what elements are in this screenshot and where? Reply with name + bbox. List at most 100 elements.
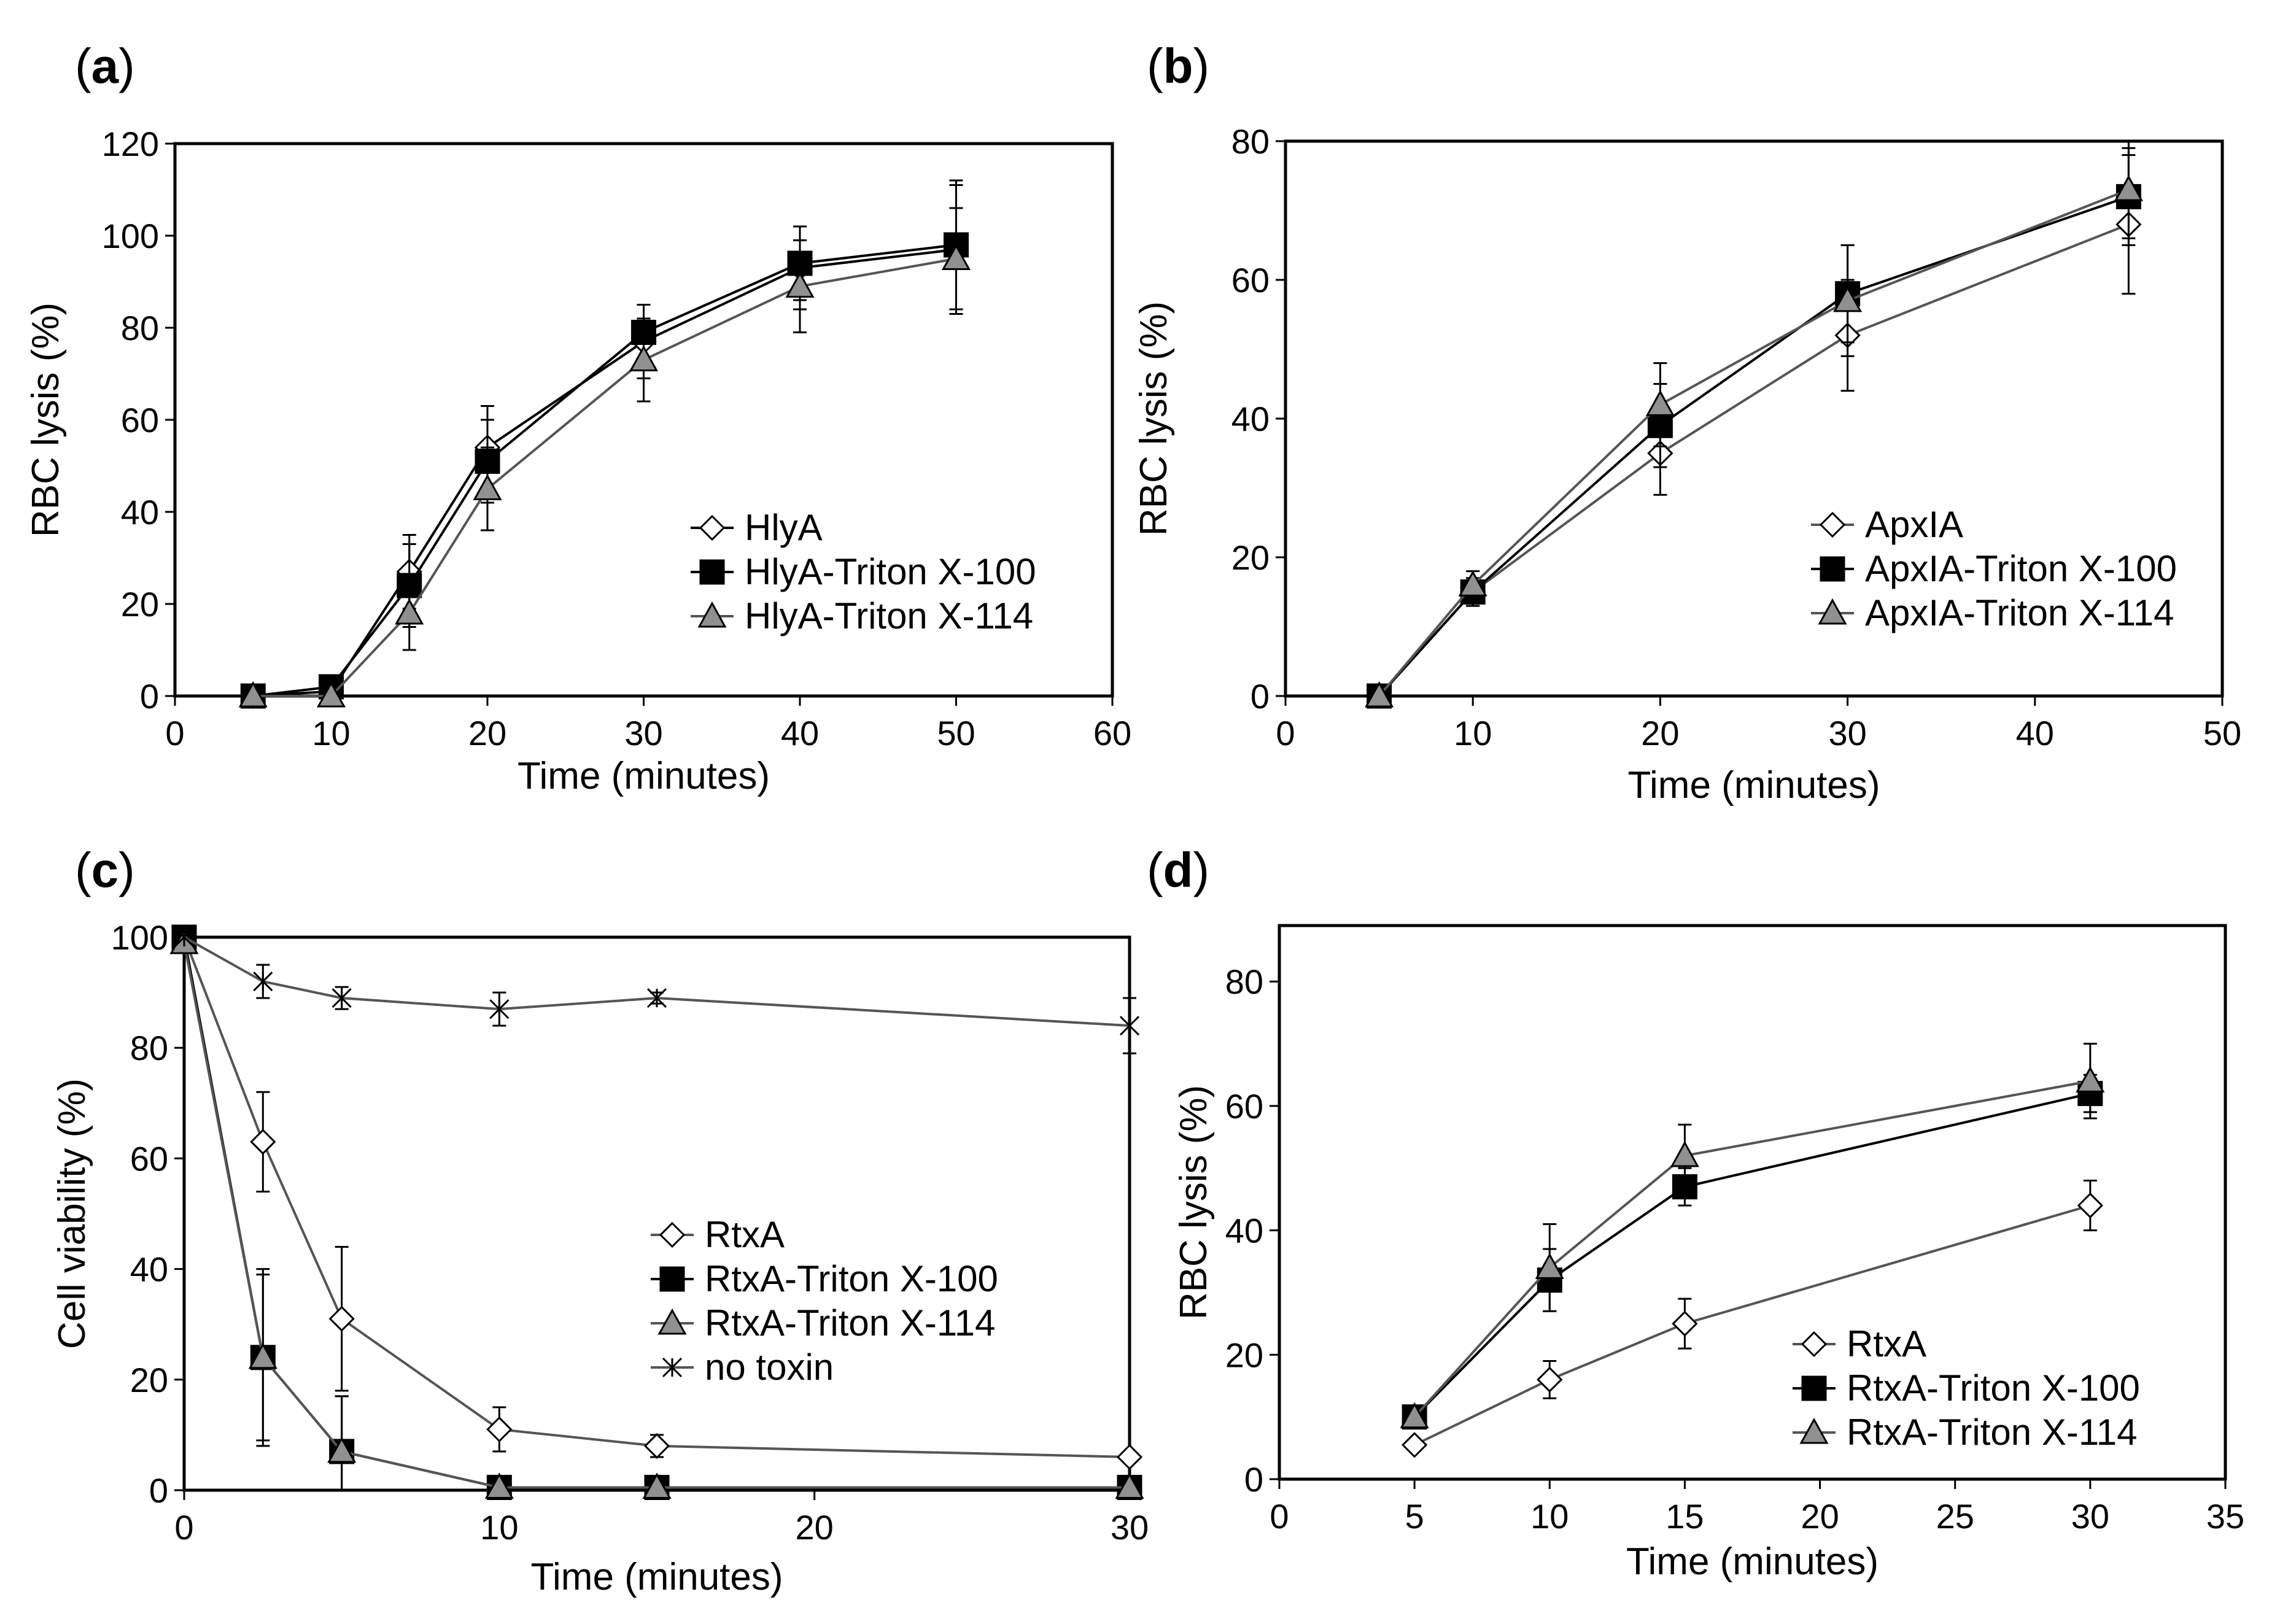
y-tick-label: 120: [102, 125, 159, 163]
x-tick-label: 0: [165, 714, 184, 752]
series-line: [183, 937, 1130, 1458]
y-axis-title: RBC lysis (%): [1133, 301, 1175, 536]
legend-label: no toxin: [705, 1347, 834, 1388]
data-point-diamond: [1116, 1444, 1143, 1471]
x-tick-label: 30: [624, 714, 662, 752]
data-point-triangle: [1115, 1472, 1144, 1499]
y-tick-label: 40: [121, 493, 159, 532]
x-tick-label: 10: [1530, 1497, 1568, 1536]
data-point-diamond: [328, 1305, 355, 1332]
y-axis-title: RBC lysis (%): [1173, 1085, 1215, 1320]
series-hlya-triton-x-114: [238, 207, 971, 708]
x-tick-label: 15: [1665, 1497, 1704, 1536]
panel-label: (d): [1147, 843, 1209, 897]
legend-marker-triangle: [697, 601, 727, 628]
data-point-triangle: [473, 474, 502, 500]
data-point-triangle: [1670, 1140, 1699, 1167]
x-tick-label: 30: [1828, 714, 1866, 752]
x-tick-label: 50: [937, 714, 975, 752]
legend-marker-diamond: [1801, 1331, 1828, 1358]
x-tick-label: 0: [1276, 714, 1295, 752]
data-point-triangle: [1365, 681, 1394, 708]
x-tick-label: 5: [1405, 1497, 1424, 1536]
series-rtxa-triton-x-100: [171, 924, 1142, 1500]
legend-label: RtxA-Triton X-114: [705, 1302, 995, 1344]
y-tick-label: 40: [1225, 1212, 1263, 1250]
data-point-triangle: [238, 681, 268, 708]
y-tick-label: 80: [1231, 122, 1270, 161]
legend-marker-square: [659, 1266, 685, 1292]
data-point-triangle: [1645, 390, 1675, 416]
data-point-triangle: [2076, 1066, 2105, 1092]
legend-label: RtxA: [705, 1214, 785, 1255]
data-point-star: [646, 988, 667, 1008]
data-point-triangle: [395, 598, 424, 625]
data-point-triangle: [316, 681, 346, 708]
x-tick-label: 20: [1801, 1497, 1839, 1536]
y-tick-label: 0: [1251, 677, 1270, 716]
legend-marker-diamond: [659, 1221, 686, 1248]
legend-marker-triangle: [1799, 1417, 1829, 1444]
y-tick-label: 40: [1231, 400, 1270, 438]
data-point-triangle: [1833, 285, 1863, 312]
data-point-diamond: [1672, 1310, 1698, 1337]
data-point-diamond: [486, 1416, 513, 1443]
data-point-star: [1119, 1016, 1140, 1036]
legend-label: RtxA: [1847, 1323, 1926, 1364]
y-tick-label: 60: [1225, 1087, 1263, 1126]
y-tick-label: 60: [1231, 261, 1270, 300]
legend-label: ApxIA-Triton X-114: [1865, 592, 2174, 633]
x-axis-title: Time (minutes): [518, 755, 770, 797]
legend-label: ApxIA: [1865, 504, 1963, 545]
y-tick-label: 80: [1225, 962, 1263, 1001]
legend-label: HlyA: [745, 507, 823, 548]
data-point-star: [332, 988, 352, 1008]
x-axis-title: Time (minutes): [1627, 764, 1880, 806]
legend-marker-diamond: [1819, 511, 1846, 538]
x-tick-label: 10: [1454, 714, 1492, 752]
y-tick-label: 20: [121, 585, 159, 624]
data-point-triangle: [327, 1436, 357, 1463]
data-point-triangle: [484, 1472, 514, 1499]
x-tick-label: 20: [796, 1508, 834, 1547]
x-tick-label: 25: [1936, 1497, 1974, 1536]
panel-c: (c) 0 10 20 30 0 20 40 60 80 100 Time (minutes) Cell…: [51, 843, 1149, 1598]
series-line: [1413, 1080, 2091, 1418]
series-rtxa-triton-x-114: [169, 927, 1144, 1499]
data-point-star: [489, 999, 510, 1019]
series-line: [183, 942, 1130, 1489]
legend-marker-triangle: [657, 1308, 687, 1335]
series-apxia-triton-x-114: [1365, 140, 2143, 708]
y-tick-label: 20: [130, 1361, 168, 1399]
legend-label: RtxA-Triton X-114: [1847, 1412, 2137, 1453]
x-tick-label: 60: [1093, 714, 1131, 752]
series-rtxa: [1402, 1180, 2103, 1458]
panel-d: (d) 0 5 10 15 20 25 30 35 0 20 40 60 80 Time (minutes)…: [1147, 843, 2244, 1583]
y-tick-label: 60: [130, 1139, 168, 1178]
data-point-triangle: [642, 1472, 672, 1499]
y-tick-label: 40: [130, 1250, 168, 1289]
y-tick-label: 100: [102, 217, 159, 255]
y-tick-label: 100: [111, 918, 168, 957]
series-no-toxin: [174, 927, 1140, 1054]
legend-marker-diamond: [699, 514, 726, 541]
y-tick-label: 60: [121, 401, 159, 439]
legend-marker-square: [1801, 1375, 1827, 1401]
legend-label: RtxA-Triton X-100: [705, 1258, 998, 1299]
y-tick-label: 20: [1225, 1336, 1263, 1374]
data-point-star: [253, 972, 273, 992]
data-point-triangle: [941, 244, 971, 270]
x-tick-label: 0: [1270, 1497, 1289, 1536]
legend-marker-triangle: [1818, 598, 1847, 625]
legend-marker-square: [699, 559, 725, 585]
data-point-triangle: [1400, 1402, 1429, 1429]
plot-frame: [1278, 924, 2227, 1481]
x-tick-label: 50: [2203, 714, 2241, 752]
panel-a: (a) 0 10 20 30 40 50 60 0 20 40 60 80 100 120 Time (min…: [25, 39, 1131, 797]
panel-label: (b): [1147, 39, 1209, 93]
data-point-triangle: [629, 345, 659, 371]
